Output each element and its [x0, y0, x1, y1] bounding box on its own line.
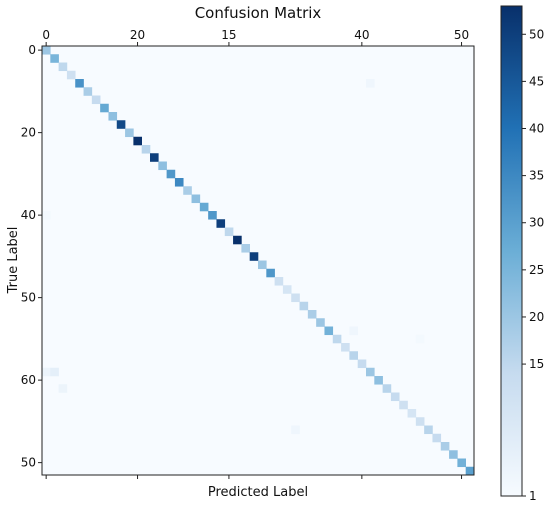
colorbar-tick-label: 40: [529, 122, 544, 136]
heatmap-cell-diagonal: [341, 343, 350, 352]
heatmap-cell-diagonal: [382, 384, 392, 393]
heatmap-cell-diagonal: [174, 178, 184, 187]
heatmap-cell-diagonal: [191, 194, 201, 204]
heatmap-cell-diagonal: [440, 442, 450, 451]
heatmap-cell-diagonal: [307, 310, 317, 319]
colorbar-tick-label: 50: [529, 27, 544, 41]
heatmap-cell: [50, 367, 59, 377]
heatmap-cell-diagonal: [125, 128, 134, 138]
colorbar-tick-label: 20: [529, 310, 544, 324]
colorbar-tick-label: 30: [529, 216, 544, 230]
y-tick-label: 60: [21, 373, 36, 387]
heatmap-cell-diagonal: [42, 46, 51, 55]
heatmap-cell: [415, 334, 425, 344]
heatmap-cell-diagonal: [58, 62, 68, 72]
heatmap-cell-diagonal: [432, 433, 442, 443]
heatmap-cell-diagonal: [208, 211, 217, 220]
heatmap-cell-diagonal: [332, 334, 342, 344]
x-tick-label: 15: [221, 28, 236, 42]
heatmap-cell-diagonal: [258, 260, 267, 270]
heatmap-cell-diagonal: [141, 145, 151, 154]
heatmap-cell-diagonal: [349, 351, 358, 360]
heatmap-cell-diagonal: [224, 227, 234, 237]
y-tick-label: 20: [21, 126, 36, 140]
heatmap-cell-diagonal: [241, 244, 250, 253]
heatmap-cell-diagonal: [50, 54, 59, 63]
heatmap-cell-diagonal: [415, 417, 425, 426]
heatmap-cell: [349, 326, 358, 336]
heatmap-cell: [366, 79, 375, 88]
heatmap-cell: [42, 211, 51, 220]
y-axis-ticks: 0 20 40 50 60 50: [21, 43, 42, 470]
heatmap-cell-diagonal: [274, 277, 284, 286]
heatmap-cell-diagonal: [465, 466, 475, 476]
x-tick-label: 40: [354, 28, 369, 42]
heatmap-cell-diagonal: [299, 301, 309, 311]
heatmap-cell-diagonal: [83, 87, 93, 96]
x-axis-ticks: 0 20 15 40 50: [42, 28, 469, 479]
heatmap-cell-diagonal: [366, 367, 375, 377]
heatmap-cell-diagonal: [100, 103, 109, 113]
y-axis-label: True Label: [6, 227, 21, 295]
heatmap-cell-diagonal: [116, 120, 126, 129]
heatmap-cell-diagonal: [316, 318, 325, 327]
colorbar-tick-label: 15: [529, 357, 544, 371]
heatmap-cell-diagonal: [457, 458, 466, 468]
heatmap-cell-diagonal: [399, 400, 408, 410]
heatmap-cell-diagonal: [183, 186, 192, 195]
heatmap-cell-diagonal: [158, 161, 167, 171]
y-tick-label: 50: [21, 456, 36, 470]
heatmap-cell-diagonal: [282, 285, 292, 294]
heatmap-cell-diagonal: [108, 112, 118, 121]
y-tick-label: 0: [28, 43, 36, 57]
colorbar-tick-label: 35: [529, 169, 544, 183]
heatmap-cells: [42, 46, 475, 476]
x-tick-label: 20: [130, 28, 145, 42]
colorbar-tick-label: 25: [529, 263, 544, 277]
heatmap-cell-diagonal: [233, 235, 242, 245]
heatmap-cell-diagonal: [166, 169, 176, 179]
y-tick-label: 50: [21, 291, 36, 305]
heatmap-cell-diagonal: [91, 95, 101, 105]
heatmap-cell-diagonal: [407, 409, 417, 418]
heatmap-cell-diagonal: [249, 252, 259, 261]
chart-title: Confusion Matrix: [195, 4, 322, 22]
x-axis-label: Predicted Label: [208, 485, 308, 500]
heatmap-cell-diagonal: [133, 136, 142, 146]
heatmap-cell-diagonal: [324, 326, 334, 336]
colorbar-ticks: 1 15 20 25 30 35 40 45 50: [522, 27, 544, 503]
heatmap-cell-diagonal: [66, 70, 76, 80]
heatmap-cell-diagonal: [424, 425, 433, 435]
heatmap-cell-diagonal: [266, 268, 275, 278]
heatmap-cell-diagonal: [75, 79, 84, 88]
heatmap-cell: [42, 367, 51, 377]
heatmap-cell-diagonal: [216, 219, 226, 228]
x-tick-label: 0: [42, 28, 50, 42]
heatmap-cell-diagonal: [199, 202, 209, 212]
y-tick-label: 40: [21, 208, 36, 222]
heatmap-cell: [291, 425, 300, 435]
x-tick-label: 50: [454, 28, 469, 42]
heatmap-cell-diagonal: [357, 359, 367, 369]
heatmap-cell-diagonal: [390, 392, 400, 402]
heatmap-cell-diagonal: [291, 293, 300, 303]
colorbar: [500, 5, 523, 497]
heatmap-cell-diagonal: [150, 153, 159, 162]
plot-frame: [41, 45, 475, 476]
heatmap-cell-diagonal: [449, 450, 458, 459]
colorbar-tick-label: 45: [529, 74, 544, 88]
heatmap-cell-diagonal: [374, 376, 383, 385]
heatmap-cell: [58, 384, 68, 393]
colorbar-tick-label: 1: [529, 489, 537, 503]
